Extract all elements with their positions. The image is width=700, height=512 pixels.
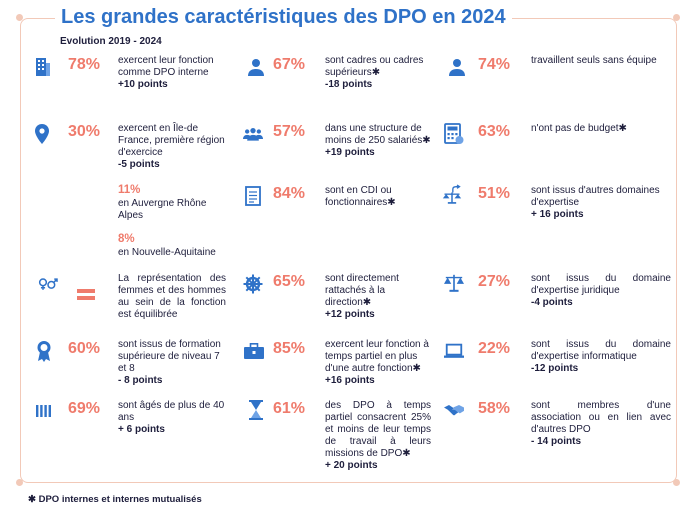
stat-text-it: sont issus du domaine d'expertise inform… [531,339,671,374]
stat-text-edu: sont issus de formation supérieure de ni… [118,339,221,386]
stat-pct-internal: 78% [68,56,101,73]
stat-text-alone: travaillent seuls sans équipe [531,55,657,66]
stat-text-legal: sont issus du domaine d'expertise juridi… [531,273,671,308]
stat-pct-it: 22% [478,340,511,357]
page-title: Les grandes caractéristiques des DPO en … [55,6,512,29]
medal-icon [34,341,54,362]
stat-pct-otherdomain: 51% [478,185,511,202]
scale-icon [444,273,464,293]
stat-text-naq: en Nouvelle-Aquitaine [118,247,216,258]
calculator-icon [444,123,464,144]
age-bars-icon [34,400,54,420]
stat-pct-legal: 27% [478,273,511,290]
handshake-icon [444,400,464,420]
stat-text-budget: n'ont pas de budget✱ [531,123,627,134]
frame-dot [673,479,680,486]
page-subtitle: Evolution 2019 - 2024 [60,36,162,47]
stat-pct-small: 57% [273,123,306,140]
stat-pct-cdi: 84% [273,185,306,202]
stat-text-parttime: exercent leur fonction à temps partiel e… [325,339,429,386]
frame-dot [16,14,23,21]
stat-text-cdi: sont en CDI ou fonctionnaires✱ [325,185,396,208]
scale-arrow-icon [442,184,462,205]
stat-pct-parttime: 85% [273,340,306,357]
stat-pct-age: 69% [68,400,101,417]
stat-pct-quarter: 61% [273,400,306,417]
stat-pct-alone: 74% [478,56,511,73]
stat-text-quarter: des DPO à temps partiel consacrent 25% e… [325,400,431,471]
person-icon [246,57,266,77]
stat-text-gender: La représentation des femmes et des homm… [118,273,226,320]
stat-pct-budget: 63% [478,123,511,140]
stat-text-idf: exercent en Île-de France, première régi… [118,123,225,170]
stat-pct-cadres: 67% [273,56,306,73]
footnote: ✱ DPO internes et internes mutualisés [28,494,202,505]
frame-dot [16,479,23,486]
stat-text-direction: sont directement rattachés à la directio… [325,273,399,320]
equals-icon [76,284,96,304]
stat-text-age: sont âgés de plus de 40 ans + 6 points [118,400,225,435]
stat-text-internal: exercent leur fonction comme DPO interne… [118,55,214,90]
hourglass-icon [246,400,266,420]
stat-text-assoc: sont membres d'une association ou en lie… [531,400,671,447]
stat-pct-assoc: 58% [478,400,511,417]
location-pin-icon [32,124,52,144]
helm-icon [243,274,263,294]
laptop-icon [444,341,464,361]
stat-text-cadres: sont cadres ou cadres supérieurs✱ -18 poi… [325,55,424,90]
stat-pct-edu: 60% [68,340,101,357]
stat-pct-naq: 8% [118,233,135,245]
stat-text-otherdomain: sont issus d'autres domaines d'expertise… [531,185,660,220]
stat-text-aura: en Auvergne Rhône Alpes [118,198,207,221]
group-icon [243,124,263,144]
stat-pct-idf: 30% [68,123,101,140]
stat-pct-aura: 11% [118,184,141,196]
briefcase-icon [244,341,264,361]
document-icon [243,186,263,206]
stat-pct-direction: 65% [273,273,306,290]
building-icon [33,57,53,77]
stat-text-small: dans une structure de moins de 250 salar… [325,123,431,158]
gender-icon [38,274,58,294]
single-person-icon [447,57,467,77]
frame-dot [673,14,680,21]
